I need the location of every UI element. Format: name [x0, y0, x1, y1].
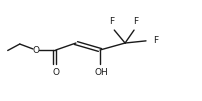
Text: F: F: [154, 36, 159, 45]
Text: O: O: [52, 68, 59, 77]
Text: F: F: [134, 17, 139, 26]
Text: OH: OH: [94, 68, 108, 77]
Text: O: O: [32, 46, 39, 55]
Text: F: F: [109, 17, 115, 26]
